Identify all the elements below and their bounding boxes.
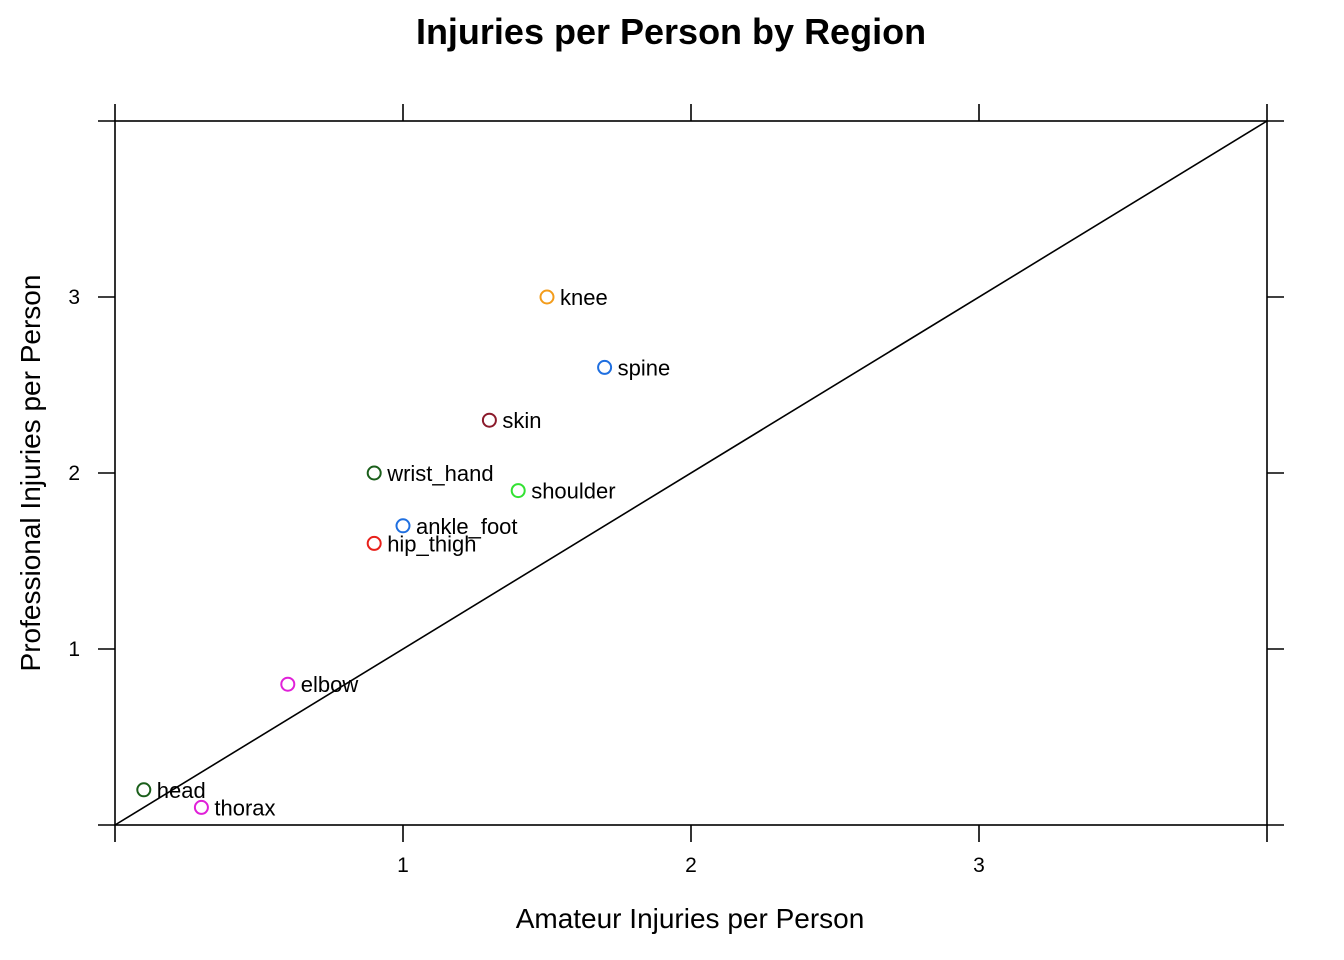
y-tick-label: 1 (68, 638, 80, 661)
data-label-shoulder: shoulder (531, 479, 615, 504)
x-tick-label: 2 (685, 854, 697, 877)
data-label-elbow: elbow (301, 672, 359, 697)
x-tick-label: 1 (397, 854, 409, 877)
data-point-knee (539, 289, 555, 305)
x-tick-label: 3 (973, 854, 985, 877)
data-point-elbow (280, 676, 296, 692)
data-label-ankle-foot: ankle_foot (416, 514, 518, 539)
data-point-labels: knee spine skin wrist_hand shoulder ankle_foo… (157, 285, 670, 820)
data-point-wrist-hand (366, 465, 382, 481)
axis-tick-labels: 1 2 3 1 2 3 (68, 286, 985, 877)
data-point-hip-thigh (366, 535, 382, 551)
axis-ticks (98, 104, 1284, 842)
data-point-head (136, 782, 152, 798)
data-point-ankle-foot (395, 518, 411, 534)
data-label-skin: skin (502, 408, 541, 433)
data-label-knee: knee (560, 285, 608, 310)
data-label-hip-thigh: hip_thigh (387, 531, 476, 556)
data-label-thorax: thorax (214, 795, 275, 820)
y-axis-label: Professional Injuries per Person (15, 275, 46, 672)
data-point-spine (597, 359, 613, 375)
data-label-wrist-hand: wrist_hand (386, 461, 493, 486)
identity-reference-line (114, 120, 1268, 826)
data-points (136, 289, 613, 815)
data-point-shoulder (510, 483, 526, 499)
chart-title: Injuries per Person by Region (416, 11, 926, 52)
data-point-skin (481, 412, 497, 428)
data-label-spine: spine (618, 355, 671, 380)
data-point-thorax (193, 799, 209, 815)
y-tick-label: 3 (68, 286, 80, 309)
x-axis-label: Amateur Injuries per Person (516, 903, 865, 934)
data-label-head: head (157, 778, 206, 803)
y-tick-label: 2 (68, 462, 80, 485)
